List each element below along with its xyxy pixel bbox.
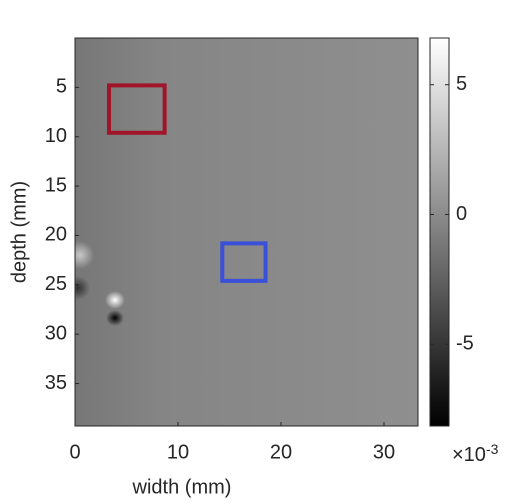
y-axis-label: depth (mm) (8, 181, 30, 283)
y-tick-label: 30 (45, 322, 67, 344)
x-axis-label: width (mm) (132, 476, 232, 498)
x-tick-label: 0 (69, 441, 80, 463)
plot-frame (74, 37, 419, 427)
y-tick-label: 10 (45, 125, 67, 147)
x-tick-label: 30 (373, 441, 395, 463)
y-tick-label: 20 (45, 224, 67, 246)
colorbar-tick-label: -5 (456, 333, 474, 355)
y-tick-label: 15 (45, 174, 67, 196)
colorbar-tick-label: 5 (456, 73, 467, 95)
image (75, 38, 418, 426)
roi-rectangle (106, 83, 167, 135)
colorbar-multiplier: ×10-3 (452, 441, 499, 467)
y-tick-label: 25 (45, 273, 67, 295)
x-tick-label: 20 (270, 441, 292, 463)
x-tick-label: 10 (167, 441, 189, 463)
colorbar-tick-label: 0 (456, 203, 467, 225)
roi-rectangle (220, 241, 268, 283)
y-tick-label: 5 (56, 76, 67, 98)
y-tick-label: 35 (45, 372, 67, 394)
colorbar (429, 37, 450, 427)
